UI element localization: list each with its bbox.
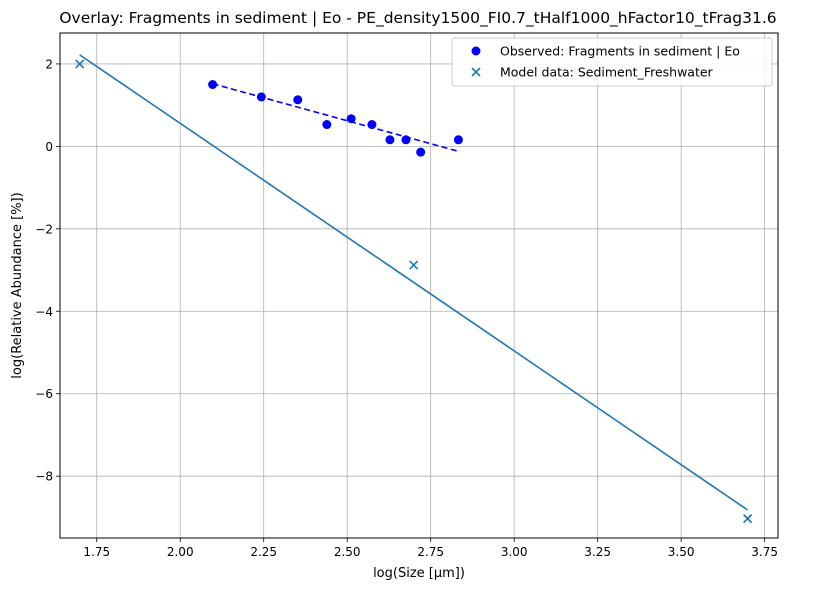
observed-point [322,120,332,130]
y-tick-label: −6 [35,387,53,401]
x-tick-label: 1.75 [83,545,110,559]
observed-point [208,80,218,90]
observed-fit-line [212,82,459,153]
legend-label-model: Model data: Sediment_Freshwater [500,65,714,80]
chart-title: Overlay: Fragments in sediment | Eo - PE… [59,9,776,28]
chart-marks [75,54,753,524]
x-tick-label: 3.00 [501,545,528,559]
y-tick-label: 2 [45,57,53,71]
x-tick-label: 2.00 [167,545,194,559]
observed-point [416,147,426,157]
model-point [75,59,85,69]
x-tick-label: 3.75 [751,545,778,559]
observed-point [346,114,356,124]
observed-point [367,120,377,130]
plot-frame [59,32,779,539]
x-tick-label: 2.50 [334,545,361,559]
x-tick-label: 2.25 [250,545,277,559]
y-tick-label: −2 [35,222,53,236]
legend-box [451,37,773,87]
x-tick-label: 3.50 [668,545,695,559]
observed-point [293,95,303,105]
model-fit-line [79,54,749,511]
y-axis-label: log(Relative Abundance [%]) [10,192,25,378]
model-point [409,260,419,270]
grid-lines [60,33,778,538]
axis-ticks: 1.75 2.00 2.25 2.50 2.75 3.00 3.25 3.50 3.75 −8 −6… [35,57,778,559]
legend-label-observed: Observed: Fragments in sediment | Eo [500,44,740,59]
x-tick-label: 3.25 [584,545,611,559]
y-tick-label: −4 [35,305,53,319]
x-axis-label: log(Size [µm]) [373,566,465,581]
model-point [743,514,753,524]
model-point-stroke [409,260,419,270]
x-tick-label: 2.75 [417,545,444,559]
observed-point [256,92,266,102]
y-tick-label: 0 [45,140,53,154]
model-point-stroke [75,59,85,69]
observed-point [453,135,463,145]
model-point-stroke [743,514,753,524]
legend-marker-model [471,67,481,77]
observed-point [401,135,411,145]
legend-marker-observed [471,46,481,56]
y-tick-label: −8 [35,470,53,484]
legend: Observed: Fragments in sediment | Eo Mod… [451,37,773,87]
observed-point [385,135,395,145]
